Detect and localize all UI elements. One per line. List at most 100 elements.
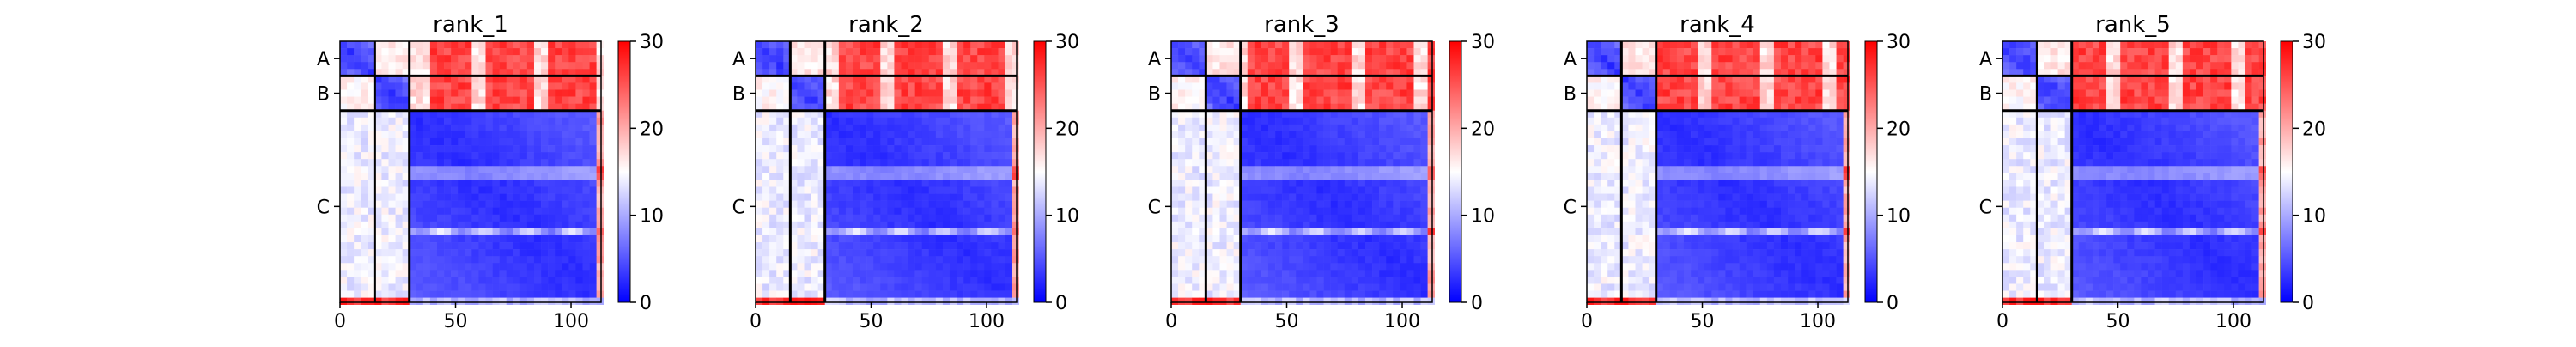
heatmap-cell	[444, 48, 451, 55]
heatmap-cell	[582, 48, 589, 55]
heatmap-cell	[1185, 208, 1192, 215]
heatmap-cell	[541, 235, 548, 242]
heatmap-cell	[1316, 180, 1323, 186]
heatmap-cell	[1372, 201, 1379, 208]
heatmap-cell	[1718, 131, 1725, 138]
heatmap-cell	[1801, 97, 1808, 104]
heatmap-cell	[534, 138, 541, 145]
heatmap-cell	[1289, 283, 1296, 290]
heatmap-cell	[340, 173, 347, 180]
heatmap-cell	[957, 222, 963, 228]
heatmap-cell	[915, 118, 922, 125]
heatmap-cell	[762, 166, 769, 173]
heatmap-cell	[853, 125, 860, 131]
heatmap-cell	[769, 235, 776, 242]
heatmap-cell	[1338, 152, 1345, 159]
heatmap-cell	[1192, 145, 1199, 152]
heatmap-cell	[1331, 256, 1338, 263]
heatmap-cell	[762, 173, 769, 180]
heatmap-cell	[1227, 138, 1234, 145]
heatmap-cell	[915, 159, 922, 166]
heatmap-cell	[575, 249, 582, 256]
heatmap-cell	[1774, 90, 1781, 97]
heatmap-cell	[485, 194, 492, 201]
heatmap-cell	[984, 228, 991, 235]
heatmap-cell	[1753, 55, 1760, 62]
heatmap-cell	[485, 41, 492, 48]
heatmap-cell	[756, 283, 762, 290]
heatmap-cell	[756, 215, 762, 222]
heatmap-cell	[1338, 270, 1345, 277]
heatmap-cell	[977, 97, 984, 104]
heatmap-cell	[1185, 298, 1192, 305]
heatmap-cell	[437, 125, 444, 131]
heatmap-cell	[977, 298, 984, 305]
heatmap-cell	[354, 159, 361, 166]
heatmap-cell	[1822, 82, 1829, 89]
heatmap-cell	[568, 138, 575, 145]
heatmap-cell	[471, 194, 478, 201]
heatmap-cell	[860, 145, 866, 152]
heatmap-cell	[471, 249, 478, 256]
heatmap-cell	[1406, 180, 1413, 186]
heatmap-cell	[880, 55, 887, 62]
heatmap-cell	[853, 222, 860, 228]
heatmap-cell	[797, 62, 804, 69]
heatmap-cell	[1282, 186, 1289, 193]
heatmap-cell	[1192, 291, 1199, 298]
heatmap-cell	[963, 298, 970, 305]
heatmap-cell	[1227, 208, 1234, 215]
heatmap-cell	[1386, 249, 1393, 256]
heatmap-cell	[1732, 41, 1739, 48]
heatmap-cell	[340, 235, 347, 242]
heatmap-cell	[1393, 215, 1400, 222]
heatmap-cell	[1012, 283, 1019, 290]
heatmap-cell	[991, 215, 998, 222]
heatmap-cell	[977, 90, 984, 97]
heatmap-cell	[1171, 138, 1178, 145]
heatmap-cell	[1268, 215, 1275, 222]
heatmap-cell	[354, 125, 361, 131]
heatmap-cell	[991, 131, 998, 138]
heatmap-cell	[389, 118, 396, 125]
heatmap-cell	[555, 173, 562, 180]
heatmap-cell	[1227, 118, 1234, 125]
heatmap-cell	[1822, 97, 1829, 104]
heatmap-cell	[1386, 222, 1393, 228]
heatmap-cell	[1400, 208, 1406, 215]
heatmap-cell	[1663, 125, 1670, 131]
heatmap-cell	[1255, 263, 1261, 270]
heatmap-cell	[950, 194, 957, 201]
heatmap-cell	[860, 62, 866, 69]
heatmap-cell	[597, 235, 604, 242]
heatmap-cell	[853, 173, 860, 180]
heatmap-cell	[756, 125, 762, 131]
heatmap-cell	[444, 145, 451, 152]
heatmap-cell	[381, 48, 388, 55]
heatmap-cell	[970, 152, 977, 159]
heatmap-cell	[513, 249, 520, 256]
heatmap-cell	[597, 222, 604, 228]
heatmap-cell	[1303, 55, 1309, 62]
heatmap-cell	[507, 208, 513, 215]
heatmap-cell	[1352, 125, 1358, 131]
heatmap-cell	[1352, 186, 1358, 193]
heatmap-cell	[465, 118, 471, 125]
heatmap-cell	[1352, 62, 1358, 69]
heatmap-cell	[451, 125, 458, 131]
heatmap-cell	[929, 55, 936, 62]
heatmap-cell	[887, 222, 894, 228]
heatmap-cell	[534, 277, 541, 283]
heatmap-cell	[527, 186, 534, 193]
heatmap-cell	[1594, 48, 1601, 55]
heatmap-cell	[950, 41, 957, 48]
heatmap-cell	[465, 180, 471, 186]
heatmap-cell	[1801, 131, 1808, 138]
heatmap-cell	[1684, 48, 1691, 55]
heatmap-cell	[1358, 90, 1365, 97]
heatmap-cell	[1192, 62, 1199, 69]
heatmap-cell	[396, 152, 403, 159]
heatmap-cell	[894, 277, 901, 283]
heatmap-cell	[1303, 131, 1309, 138]
heatmap-cell	[991, 82, 998, 89]
